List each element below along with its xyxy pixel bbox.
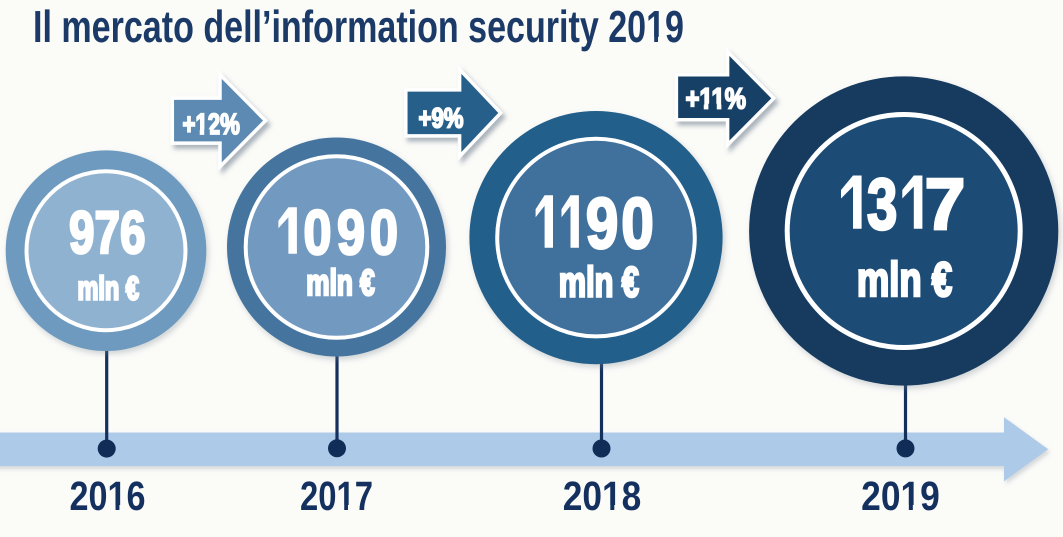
svg-text:3: 3 bbox=[867, 164, 897, 245]
svg-text:2016: 2016 bbox=[70, 473, 146, 519]
svg-text:2019: 2019 bbox=[861, 473, 940, 519]
svg-text:+9%: +9% bbox=[419, 103, 464, 134]
svg-text:9: 9 bbox=[586, 184, 619, 264]
svg-text:Il mercato dell’information se: Il mercato dell’information security 201… bbox=[33, 1, 684, 52]
svg-text:mln €: mln € bbox=[306, 262, 375, 303]
svg-text:9: 9 bbox=[337, 198, 365, 268]
svg-text:2017: 2017 bbox=[300, 473, 373, 519]
svg-text:0: 0 bbox=[621, 184, 654, 264]
svg-text:7: 7 bbox=[925, 164, 966, 245]
svg-text:0: 0 bbox=[304, 198, 332, 268]
svg-text:0: 0 bbox=[370, 198, 398, 268]
svg-text:mln €: mln € bbox=[857, 253, 952, 307]
svg-text:mln €: mln € bbox=[559, 259, 639, 306]
svg-text:976: 976 bbox=[69, 199, 146, 266]
svg-text:2018: 2018 bbox=[563, 473, 642, 519]
svg-text:mln €: mln € bbox=[77, 270, 139, 307]
svg-text:+12%: +12% bbox=[183, 108, 240, 141]
